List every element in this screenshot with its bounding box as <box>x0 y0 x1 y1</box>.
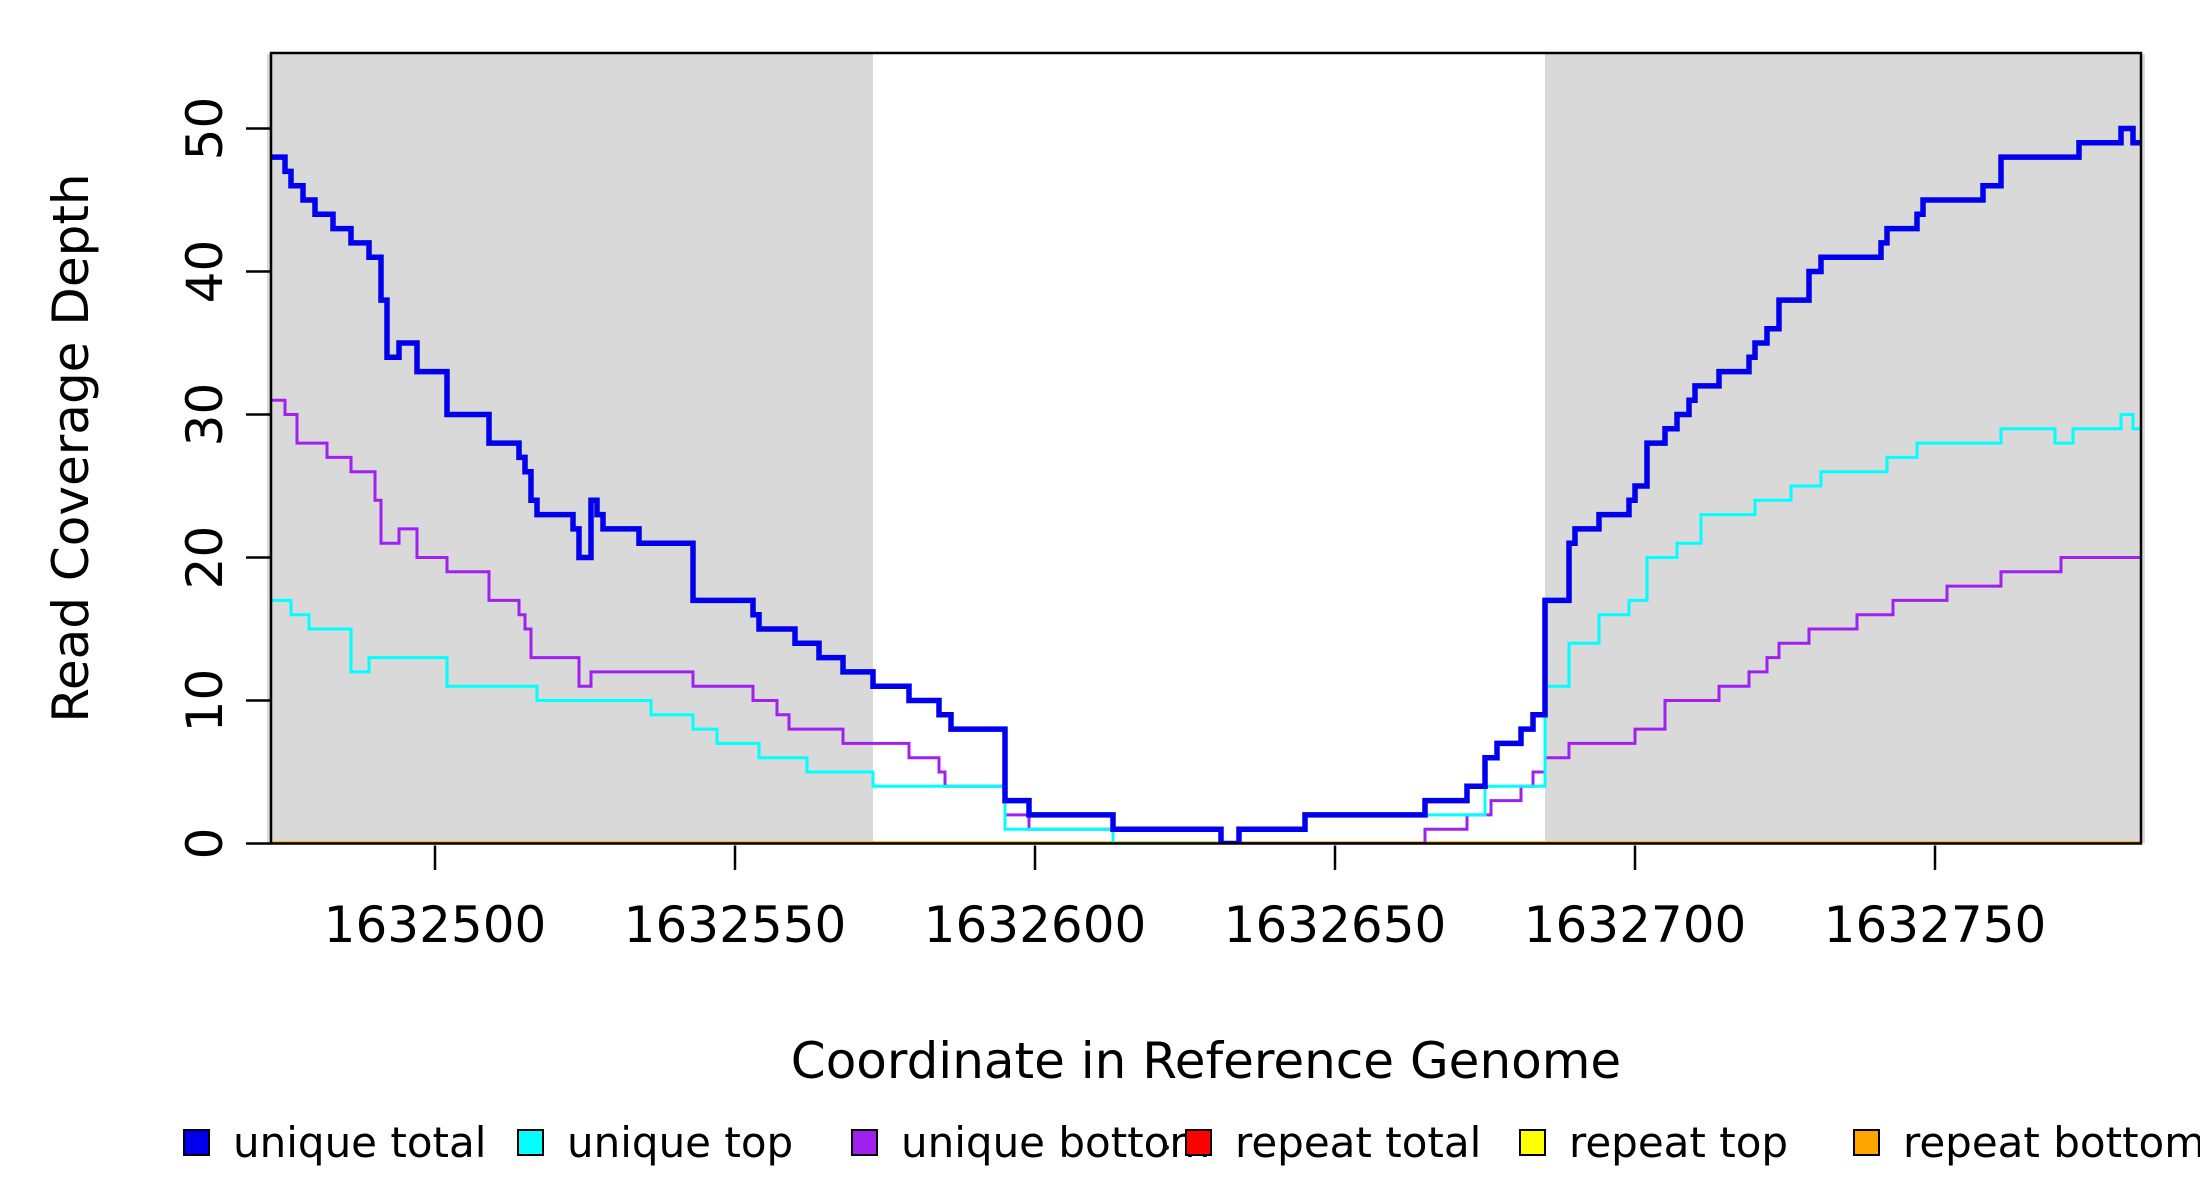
legend-label: repeat total <box>1235 1118 1482 1167</box>
x-tick-label-1632750: 1632750 <box>1824 896 2047 954</box>
legend-swatch-unique-total <box>183 1129 210 1156</box>
legend-label: repeat bottom <box>1903 1118 2200 1167</box>
legend-swatch-unique-top <box>517 1129 544 1156</box>
x-tick-label-1632500: 1632500 <box>324 896 547 954</box>
legend-swatch-unique-bottom <box>851 1129 878 1156</box>
legend-label: unique total <box>233 1118 487 1167</box>
legend-item-unique-bottom: unique bottom <box>851 1118 1210 1167</box>
shaded-region-1 <box>1545 54 2145 843</box>
y-tick-label-30: 30 <box>176 383 234 447</box>
stray-point-artifact <box>1164 1145 1169 1150</box>
plot-frame <box>269 51 2143 845</box>
y-tick-label-10: 10 <box>176 669 234 733</box>
legend-label: unique top <box>567 1118 794 1167</box>
y-tick-label-40: 40 <box>176 240 234 304</box>
legend-swatch-repeat-total <box>1185 1129 1212 1156</box>
shaded-regions <box>267 54 2145 843</box>
legend-item-repeat-total: repeat total <box>1185 1118 1481 1167</box>
series-unique-top <box>272 413 2140 843</box>
legend-item-unique-top: unique top <box>517 1118 793 1167</box>
legend-label: repeat top <box>1569 1118 1789 1167</box>
legend-item-repeat-top: repeat top <box>1519 1118 1788 1167</box>
x-axis-ticks: 1632500 1632550 1632600 1632650 1632700 16327… <box>324 845 2047 954</box>
x-tick-label-1632700: 1632700 <box>1524 896 1747 954</box>
shaded-region-0 <box>267 54 873 843</box>
x-tick-label-1632650: 1632650 <box>1224 896 1447 954</box>
y-axis-title: Read Coverage Depth <box>42 173 100 722</box>
legend-item-repeat-bottom: repeat bottom <box>1853 1118 2200 1167</box>
legend-item-unique-total: unique total <box>183 1118 486 1167</box>
series-unique-total <box>272 125 2140 843</box>
x-tick-label-1632600: 1632600 <box>924 896 1147 954</box>
data-series-group <box>272 125 2140 843</box>
legend-swatch-repeat-top <box>1519 1129 1546 1156</box>
y-axis-ticks: 0 10 20 30 40 50 <box>176 97 270 860</box>
y-tick-label-50: 50 <box>176 97 234 161</box>
y-tick-label-20: 20 <box>176 526 234 590</box>
legend-label: unique bottom <box>901 1118 1211 1167</box>
legend: unique total unique top unique bottom repea… <box>0 0 2200 1167</box>
series-unique-bottom <box>272 398 2140 843</box>
y-tick-label-0: 0 <box>176 828 234 860</box>
legend-swatch-repeat-bottom <box>1853 1129 1880 1156</box>
x-tick-label-1632550: 1632550 <box>624 896 847 954</box>
x-axis-title: Coordinate in Reference Genome <box>791 1032 1621 1090</box>
